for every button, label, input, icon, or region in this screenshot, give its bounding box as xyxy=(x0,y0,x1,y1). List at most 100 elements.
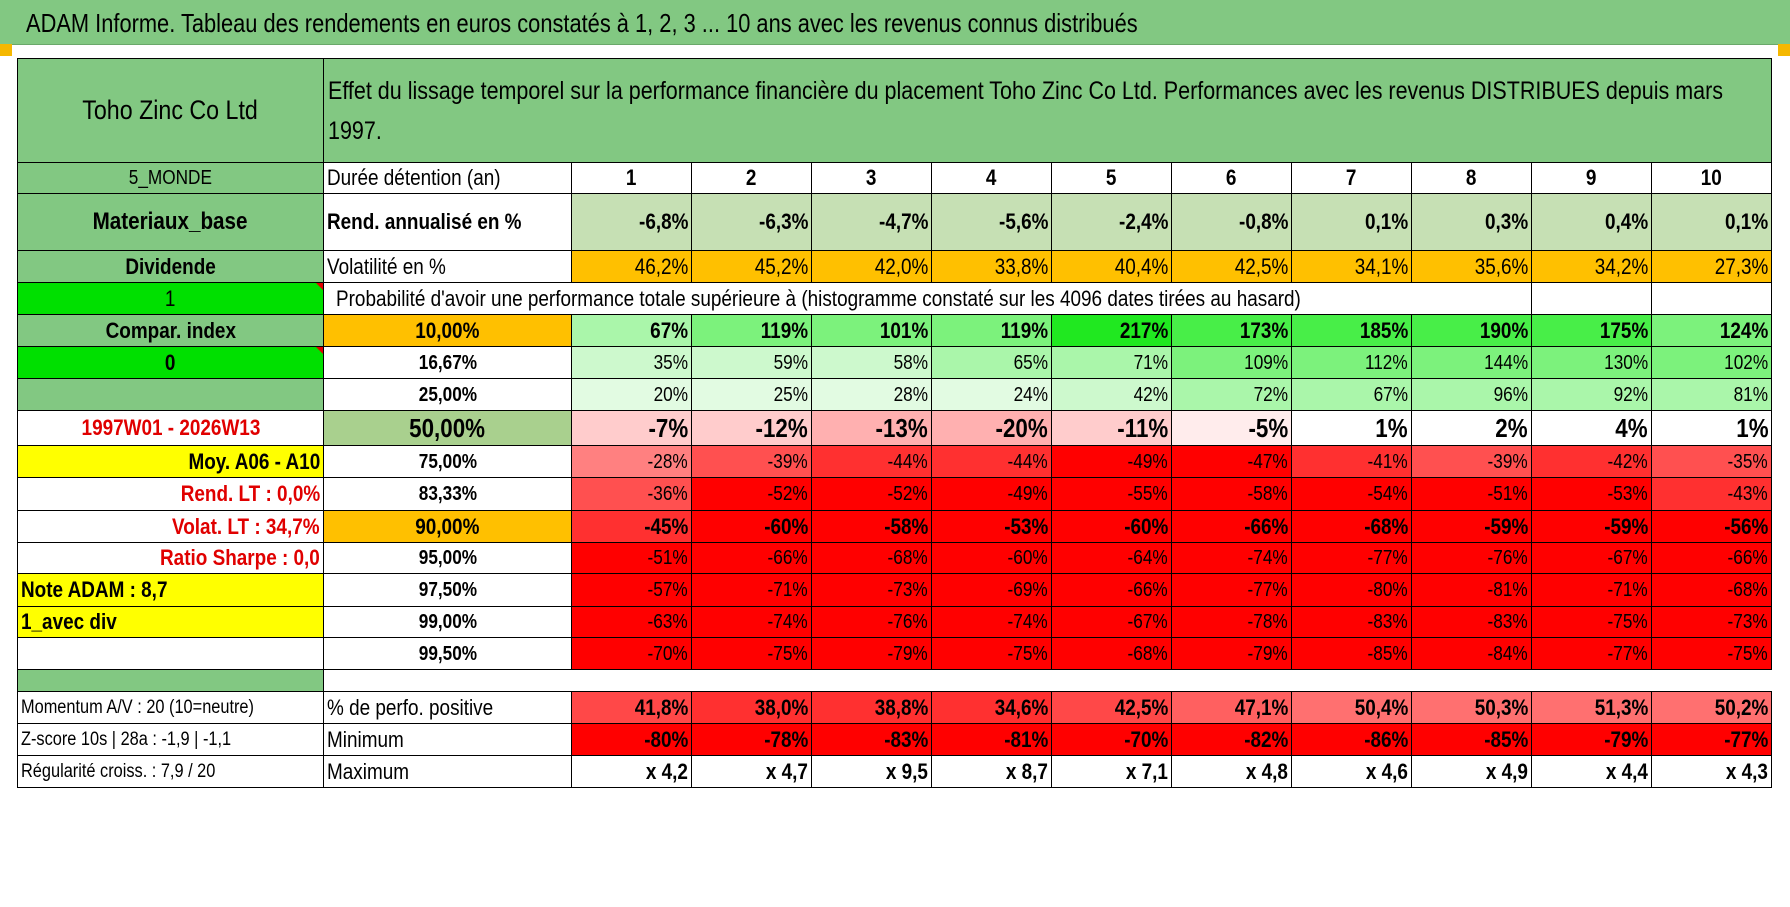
rend-value: -6,3% xyxy=(691,193,812,251)
probability-cell-text: -70% xyxy=(647,642,688,665)
minimum-value-text: -78% xyxy=(763,726,808,752)
probability-cell: -44% xyxy=(931,445,1052,478)
probability-cell: 185% xyxy=(1291,314,1412,347)
vol-value-text: 34,2% xyxy=(1594,253,1648,279)
minimum-value-text: -86% xyxy=(1363,726,1408,752)
rend-value: 0,3% xyxy=(1411,193,1532,251)
maximum-value-text: x 4,3 xyxy=(1726,758,1769,784)
probability-cell: -74% xyxy=(1171,542,1292,574)
probability-cell-text: 1% xyxy=(1375,413,1408,443)
rend-value-text: -4,7% xyxy=(878,209,928,234)
company-name: Toho Zinc Co Ltd xyxy=(17,58,324,163)
probability-cell-text: -59% xyxy=(1483,513,1528,539)
probability-cell-text: 71% xyxy=(1133,351,1168,374)
probability-cell-text: -36% xyxy=(647,483,688,505)
probability-cell-text: -41% xyxy=(1367,450,1408,473)
probability-cell-text: 58% xyxy=(893,351,928,374)
probability-cell: -79% xyxy=(811,637,932,670)
probability-cell-text: -52% xyxy=(887,483,928,505)
one-flag-text: 1 xyxy=(165,285,176,311)
probability-cell-text: -57% xyxy=(647,579,688,601)
matrix-row: 99,50% -70% -75% -79% -75% -68% -79% -85% -84% -7… xyxy=(17,637,1773,670)
probability-cell-text: -68% xyxy=(1127,642,1168,665)
one-flag: 1 xyxy=(17,282,324,315)
probability-cell: -13% xyxy=(811,410,932,446)
minimum-value: -70% xyxy=(1051,723,1172,756)
probability-cell: -41% xyxy=(1291,445,1412,478)
proba-label: Probabilité d'avoir une performance tota… xyxy=(323,282,1532,315)
probability-cell-text: -53% xyxy=(1003,513,1048,539)
probability-cell-text: -63% xyxy=(647,611,688,633)
probability-cell: -39% xyxy=(691,445,812,478)
regularity-label-text: Régularité croiss. : 7,9 / 20 xyxy=(21,761,216,782)
minimum-value: -82% xyxy=(1171,723,1292,756)
probability-cell: -59% xyxy=(1531,510,1652,543)
probability-cell-text: 119% xyxy=(760,317,808,343)
left-label-text: 0 xyxy=(165,349,176,375)
probability-cell: -75% xyxy=(691,637,812,670)
probability-cell-text: -68% xyxy=(1363,513,1408,539)
probability-cell-text: -66% xyxy=(767,547,808,569)
probability-cell-text: -67% xyxy=(1607,547,1648,569)
report-title: ADAM Informe. Tableau des rendements en … xyxy=(26,8,1138,38)
matrix-row: Compar. index 10,00% 67% 119% 101% 119% 217% 17… xyxy=(17,314,1773,347)
probability-cell-text: 24% xyxy=(1013,383,1048,406)
threshold-value-text: 10,00% xyxy=(415,317,480,343)
year-header: 4 xyxy=(931,162,1052,194)
probability-cell: -77% xyxy=(1531,637,1652,670)
probability-cell: 144% xyxy=(1411,346,1532,379)
maximum-value-text: x 4,9 xyxy=(1485,758,1528,784)
probability-cell-text: -7% xyxy=(648,413,688,443)
probability-cell: -66% xyxy=(691,542,812,574)
vol-value-text: 40,4% xyxy=(1114,253,1168,279)
probability-cell: -84% xyxy=(1411,637,1532,670)
probability-cell: -64% xyxy=(1051,542,1172,574)
probability-cell-text: -75% xyxy=(1727,642,1769,665)
probability-cell: 71% xyxy=(1051,346,1172,379)
probability-cell-text: 130% xyxy=(1604,351,1648,374)
probability-cell-text: -51% xyxy=(1487,483,1528,505)
vol-value-text: 27,3% xyxy=(1714,253,1769,279)
probability-cell: -83% xyxy=(1411,606,1532,638)
probability-cell: -51% xyxy=(571,542,692,574)
positive-value-text: 50,2% xyxy=(1714,694,1769,720)
probability-cell: -75% xyxy=(1650,637,1773,670)
probability-cell-text: 109% xyxy=(1244,351,1288,374)
momentum-label: Momentum A/V : 20 (10=neutre) xyxy=(17,691,324,724)
threshold-value: 16,67% xyxy=(323,346,572,379)
probability-cell: 67% xyxy=(1291,378,1412,411)
probability-cell-text: -75% xyxy=(1607,611,1648,633)
minimum-value-text: -81% xyxy=(1003,726,1048,752)
probability-cell-text: 119% xyxy=(1000,317,1048,343)
matrix-row: 25,00% 20% 25% 28% 24% 42% 72% 67% 96% 92% 81% xyxy=(17,378,1773,411)
year-header: 8 xyxy=(1411,162,1532,194)
probability-cell-text: -60% xyxy=(1123,513,1168,539)
probability-cell: -66% xyxy=(1650,542,1773,574)
probability-cell-text: -73% xyxy=(887,579,928,601)
left-label: Moy. A06 - A10 xyxy=(17,445,324,478)
probability-cell-text: 20% xyxy=(653,383,688,406)
probability-cell-text: -83% xyxy=(1367,611,1408,633)
probability-cell: 24% xyxy=(931,378,1052,411)
company-name-text: Toho Zinc Co Ltd xyxy=(82,95,259,125)
probability-cell: 20% xyxy=(571,378,692,411)
matrix-row: Rend. LT : 0,0% 83,33% -36% -52% -52% -49% -55… xyxy=(17,477,1773,511)
probability-cell-text: 67% xyxy=(650,317,688,343)
probability-cell-text: -60% xyxy=(1007,547,1048,569)
year-header: 5 xyxy=(1051,162,1172,194)
probability-cell-text: -12% xyxy=(755,413,808,443)
left-label-text: Note ADAM : 8,7 xyxy=(21,577,168,602)
vol-value: 42,5% xyxy=(1171,250,1292,283)
momentum-label-text: Momentum A/V : 20 (10=neutre) xyxy=(21,697,254,718)
rend-value-text: -5,6% xyxy=(998,209,1048,234)
rend-value: 0,1% xyxy=(1650,193,1773,251)
positive-value-text: 38,0% xyxy=(754,694,808,720)
probability-cell: -53% xyxy=(1531,477,1652,511)
probability-cell: 109% xyxy=(1171,346,1292,379)
vol-value-text: 42,0% xyxy=(874,253,928,279)
probability-cell-text: -75% xyxy=(1007,642,1048,665)
maximum-label: Maximum xyxy=(323,755,572,788)
probability-cell-text: -77% xyxy=(1247,579,1288,601)
maximum-value-text: x 4,4 xyxy=(1605,758,1648,784)
left-label xyxy=(17,637,324,670)
